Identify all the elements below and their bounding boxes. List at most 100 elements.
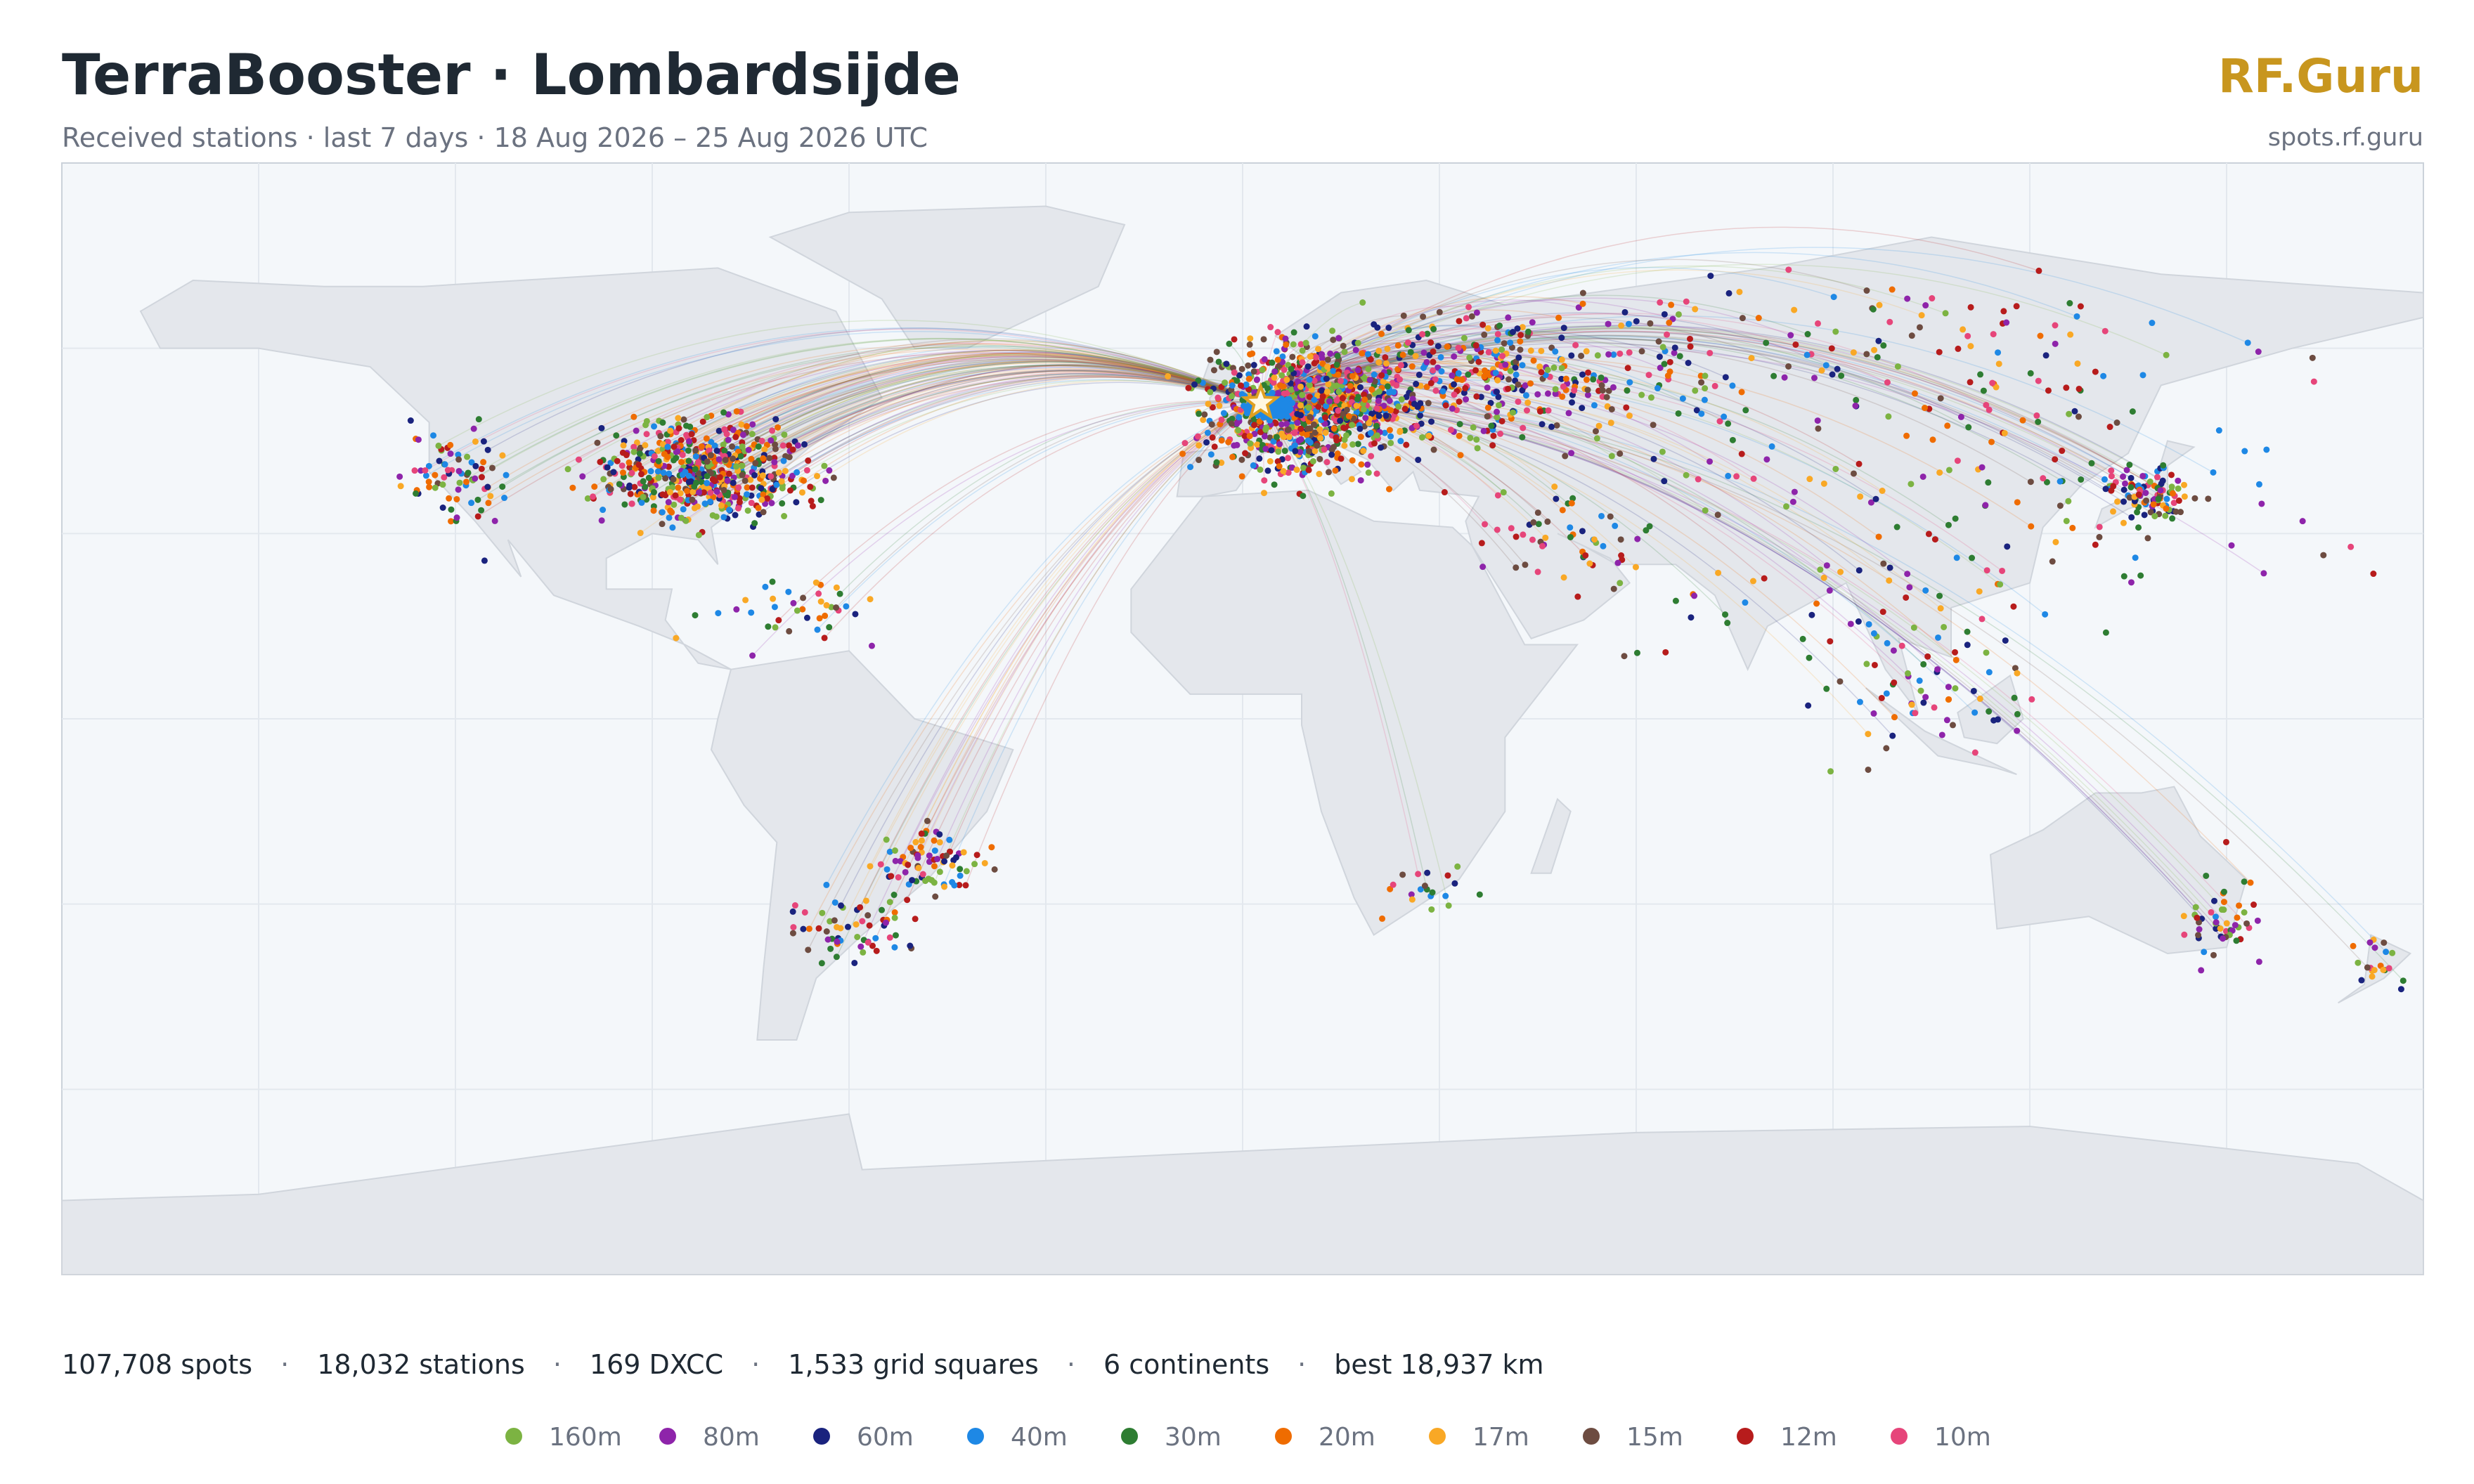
station-dot xyxy=(1664,372,1671,379)
station-dot xyxy=(659,441,666,448)
station-dot xyxy=(1218,460,1225,467)
station-dot xyxy=(2002,637,2009,644)
station-dot xyxy=(600,507,607,514)
station-dot xyxy=(2075,385,2083,392)
arc xyxy=(428,327,1261,467)
station-dot xyxy=(1468,313,1475,320)
station-dot xyxy=(766,455,773,462)
station-dot xyxy=(1971,709,1978,716)
station-dot xyxy=(720,486,727,493)
station-dot xyxy=(1297,402,1304,409)
station-dot xyxy=(651,453,658,460)
station-dot xyxy=(1241,432,1248,439)
arc xyxy=(659,341,1261,434)
station-dot xyxy=(695,531,702,538)
station-dot xyxy=(1539,542,1546,549)
station-dot xyxy=(1276,463,1283,470)
station-dot xyxy=(759,472,766,479)
station-dot xyxy=(1729,436,1736,443)
station-dot xyxy=(1827,638,1834,645)
station-dot xyxy=(468,500,475,507)
arc xyxy=(744,359,1261,452)
station-dot xyxy=(1750,475,1757,482)
station-dot xyxy=(1781,374,1788,381)
arc xyxy=(917,402,1262,859)
station-dot xyxy=(1387,407,1394,414)
station-dot xyxy=(1281,366,1288,373)
station-dot xyxy=(472,462,479,469)
station-dot xyxy=(1274,458,1281,465)
station-dot xyxy=(1579,300,1586,307)
station-dot xyxy=(1920,660,1927,668)
station-dot xyxy=(2069,524,2076,531)
station-dot xyxy=(713,488,720,495)
station-dot xyxy=(2052,538,2059,545)
station-dot xyxy=(1378,330,1385,337)
station-dot xyxy=(1272,419,1279,427)
station-dot xyxy=(2027,479,2034,486)
station-dot xyxy=(1233,441,1241,448)
station-dot xyxy=(1488,422,1495,429)
station-dot xyxy=(932,893,939,900)
station-dot xyxy=(1572,341,1579,349)
station-dot xyxy=(1490,432,1497,439)
station-dot xyxy=(1722,374,1729,381)
station-dot xyxy=(1430,446,1437,453)
station-dot xyxy=(1260,414,1267,421)
station-dot xyxy=(640,493,647,500)
station-dot xyxy=(1347,382,1354,389)
station-dot xyxy=(1655,338,1662,345)
arc xyxy=(1260,402,2203,920)
station-dot xyxy=(1666,319,1673,326)
station-dot xyxy=(1495,393,1502,401)
station-dot xyxy=(1820,574,1827,581)
station-dot xyxy=(1211,443,1218,450)
station-dot xyxy=(1456,421,1463,428)
stat: 6 continents xyxy=(1103,1349,1270,1380)
station-dot xyxy=(798,489,805,496)
arc xyxy=(706,367,1261,484)
station-dot xyxy=(1683,298,1690,305)
station-dot xyxy=(2000,308,2007,315)
station-dot xyxy=(650,489,657,496)
station-dot xyxy=(1729,382,1736,389)
station-dot xyxy=(1953,554,1960,561)
station-dot xyxy=(1828,345,1835,352)
station-dot xyxy=(1538,347,1545,354)
station-dot xyxy=(675,415,682,422)
station-dot xyxy=(642,483,649,490)
station-dot xyxy=(2027,370,2034,377)
station-dot xyxy=(1903,594,1910,601)
station-dot xyxy=(687,423,694,430)
station-dot xyxy=(636,450,643,457)
station-dot xyxy=(1870,306,1877,313)
station-dot xyxy=(1215,358,1222,365)
station-dot xyxy=(1494,414,1501,421)
station-dot xyxy=(1181,440,1189,447)
station-dot xyxy=(630,448,637,455)
station-dot xyxy=(738,421,745,428)
station-dot xyxy=(1610,351,1617,358)
station-dot xyxy=(1323,389,1330,396)
arc xyxy=(1260,333,1661,404)
station-dot xyxy=(721,448,728,455)
station-dot xyxy=(1792,341,1799,348)
station-dot xyxy=(1598,374,1605,381)
station-dot xyxy=(879,906,886,913)
station-dot xyxy=(2220,935,2227,942)
station-dot xyxy=(1891,714,1898,721)
home-marker xyxy=(1241,382,1281,420)
station-dot xyxy=(633,439,640,446)
station-dot xyxy=(456,479,463,486)
station-dot xyxy=(1638,391,1645,398)
station-dot xyxy=(957,872,964,879)
arc xyxy=(687,376,1261,521)
station-dot xyxy=(1247,440,1254,447)
station-dot xyxy=(2037,332,2044,339)
station-dot xyxy=(1830,294,1837,301)
station-dot xyxy=(1633,649,1640,656)
station-dot xyxy=(1980,387,1987,394)
station-dot xyxy=(800,477,807,484)
station-dot xyxy=(1942,310,1949,317)
